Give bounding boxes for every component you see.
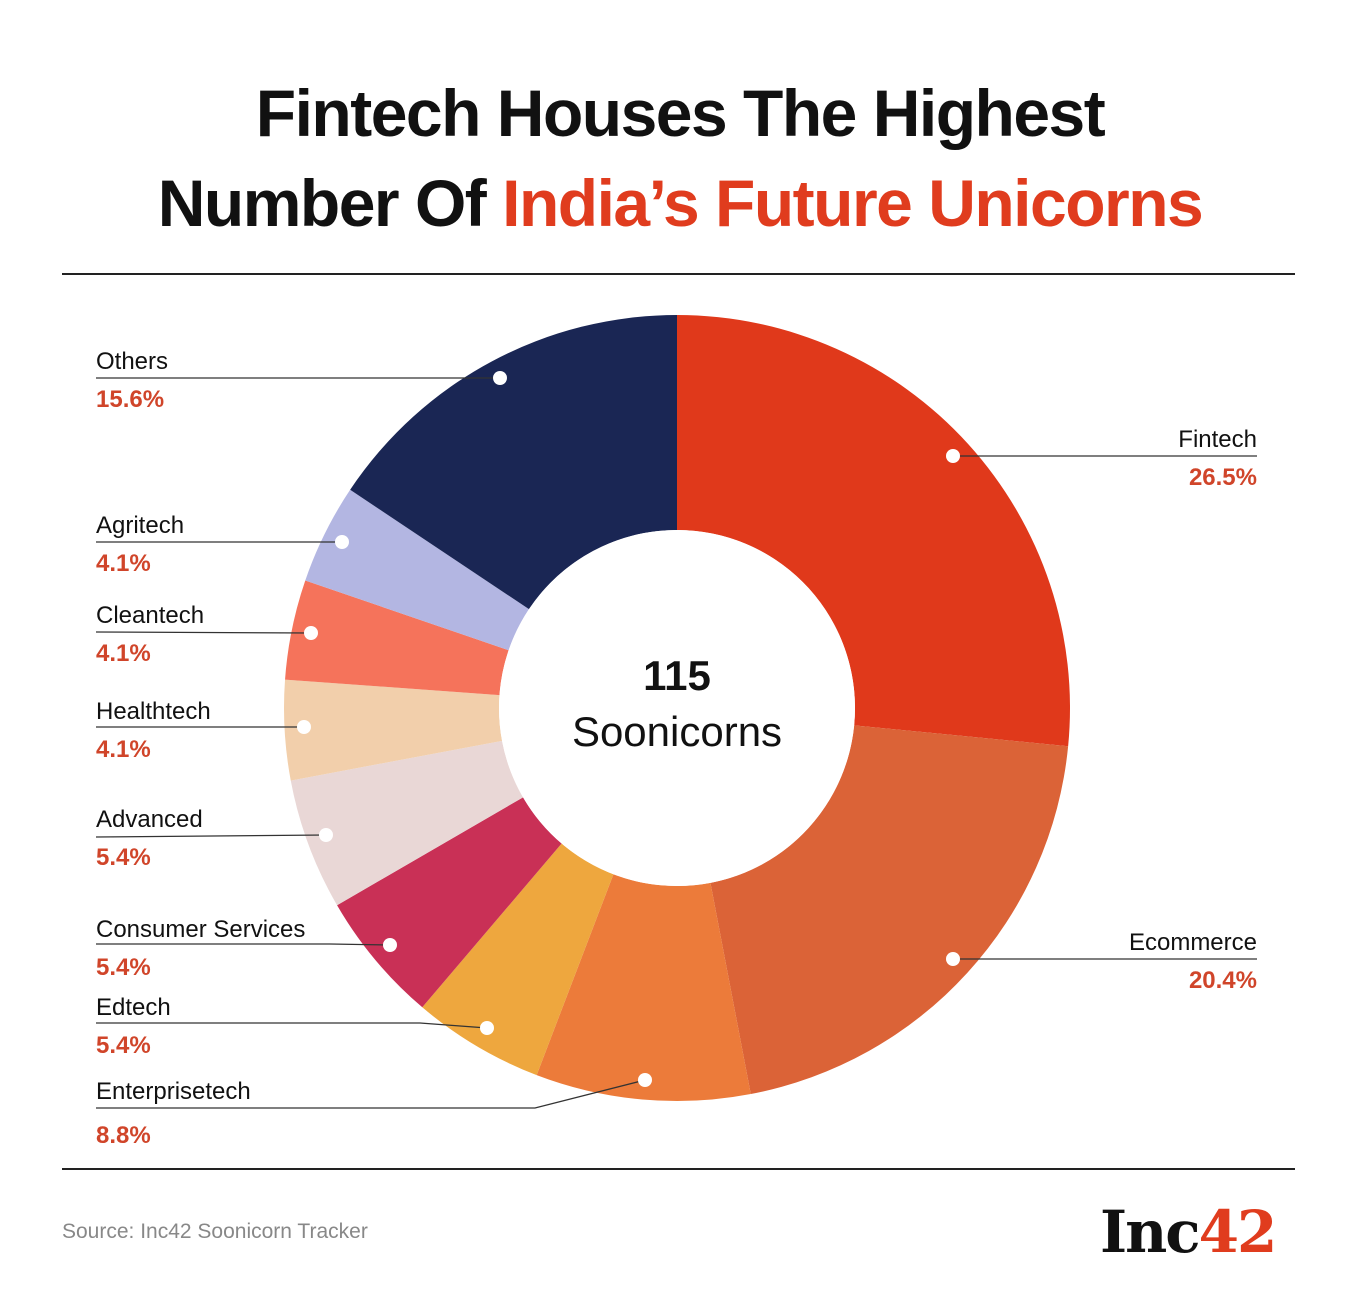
- value-advanced: 5.4%: [96, 844, 151, 871]
- leader-line-edtech: [96, 1022, 488, 1029]
- leader-line-advanced: [95, 834, 327, 838]
- label-cleantech: Cleantech: [96, 602, 205, 629]
- leader-line-cleantech: [95, 631, 312, 634]
- value-edtech: 5.4%: [96, 1032, 151, 1059]
- value-healthtech: 4.1%: [96, 736, 151, 763]
- slice-enterprisetech: [536, 874, 751, 1101]
- value-enterprisetech: 8.8%: [96, 1122, 151, 1149]
- marker-dot-others: [493, 371, 507, 385]
- value-others: 15.6%: [96, 386, 165, 413]
- marker-dot-fintech: [946, 449, 960, 463]
- marker-dot-ecommerce: [946, 952, 960, 966]
- slice-agritech: [305, 489, 529, 651]
- slice-edtech: [422, 843, 614, 1076]
- slice-fintech: [677, 315, 1071, 747]
- title-plain: Number Of: [157, 166, 503, 240]
- title-line-2: Number Of India’s Future Unicorns: [0, 158, 1360, 248]
- top-divider: [62, 273, 1295, 275]
- marker-dot-consumer-services: [383, 938, 397, 952]
- label-ecommerce: Ecommerce: [1128, 929, 1257, 956]
- value-ecommerce: 20.4%: [1188, 967, 1257, 994]
- leader-line-enterprisetech: [96, 1079, 646, 1109]
- slice-advanced: [290, 740, 524, 906]
- value-fintech: 26.5%: [1188, 464, 1257, 491]
- label-fintech: Fintech: [1178, 426, 1257, 453]
- center-value: 115: [643, 652, 711, 699]
- logo-text: Inc: [1100, 1198, 1201, 1266]
- slice-healthtech: [284, 679, 503, 781]
- title-line-1: Fintech Houses The Highest: [255, 76, 1106, 150]
- marker-dot-healthtech: [297, 720, 311, 734]
- marker-dot-enterprisetech: [638, 1073, 652, 1087]
- slice-others: [350, 315, 677, 610]
- marker-dot-agritech: [335, 535, 349, 549]
- value-cleantech: 4.1%: [96, 640, 151, 667]
- slice-cleantech: [285, 580, 509, 696]
- source-note: Source: Inc42 Soonicorn Tracker: [62, 1220, 368, 1243]
- label-advanced: Advanced: [96, 806, 203, 833]
- logo-accent: 42: [1198, 1198, 1278, 1266]
- label-others: Others: [96, 348, 169, 375]
- marker-dot-cleantech: [304, 626, 318, 640]
- bottom-divider: [62, 1168, 1295, 1170]
- inc42-logo: Inc42: [1100, 1198, 1278, 1266]
- marker-dot-edtech: [480, 1021, 494, 1035]
- slice-consumer-services: [337, 797, 562, 1008]
- value-agritech: 4.1%: [96, 550, 151, 577]
- marker-dot-advanced: [319, 828, 333, 842]
- label-agritech: Agritech: [96, 512, 185, 539]
- value-consumer-services: 5.4%: [96, 954, 151, 981]
- slice-ecommerce: [710, 725, 1069, 1095]
- label-healthtech: Healthtech: [96, 698, 211, 725]
- center-label: Soonicorns: [571, 708, 783, 755]
- leader-line-consumer-services: [96, 943, 391, 946]
- title-highlight: India’s Future Unicorns: [502, 166, 1204, 240]
- donut-hole: [499, 530, 855, 886]
- label-enterprisetech: Enterprisetech: [96, 1078, 251, 1105]
- label-consumer-services: Consumer Services: [96, 916, 306, 943]
- label-edtech: Edtech: [96, 994, 171, 1021]
